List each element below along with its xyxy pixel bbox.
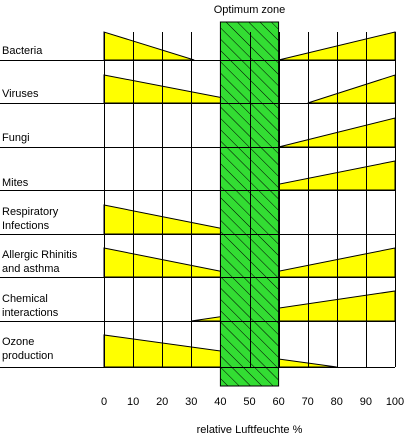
x-tick-label-90: 90 — [360, 396, 372, 408]
row-label-6-0: Chemical — [2, 293, 48, 305]
row-label-5-1: and asthma — [2, 263, 60, 275]
wedge-row-2-0 — [278, 117, 396, 148]
wedge-row-1-1 — [307, 74, 396, 104]
x-tick-label-50: 50 — [243, 396, 255, 408]
optimum-zone-hatch — [219, 21, 280, 387]
wedge-row-0-0 — [103, 31, 195, 61]
row-label-4-0: Respiratory — [2, 206, 59, 218]
row-label-2-0: Fungi — [2, 132, 30, 144]
row-label-0-0: Bacteria — [2, 45, 43, 57]
row-label-4-1: Infections — [2, 220, 50, 232]
x-axis-label: relative Luftfeuchte % — [197, 424, 303, 436]
row-label-7-0: Ozone — [2, 336, 34, 348]
x-tick-label-80: 80 — [331, 396, 343, 408]
x-tick-label-40: 40 — [214, 396, 226, 408]
wedge-row-0-1 — [278, 31, 396, 61]
x-tick-label-70: 70 — [302, 396, 314, 408]
chart-title: Optimum zone — [214, 4, 286, 16]
row-label-1-0: Viruses — [2, 88, 39, 100]
optimum-zone-layer — [219, 21, 280, 387]
x-tick-label-20: 20 — [156, 396, 168, 408]
row-label-6-1: interactions — [2, 307, 59, 319]
x-tick-label-30: 30 — [185, 396, 197, 408]
row-label-3-0: Mites — [2, 177, 29, 189]
x-tick-label-100: 100 — [386, 396, 404, 408]
row-label-7-1: production — [2, 350, 53, 362]
x-tick-label-60: 60 — [272, 396, 284, 408]
x-tick-label-10: 10 — [127, 396, 139, 408]
x-tick-label-0: 0 — [101, 396, 107, 408]
grid-layer — [0, 32, 396, 368]
row-label-5-0: Allergic Rhinitis — [2, 249, 78, 261]
text-layer: Optimum zone relative Luftfeuchte % Bact… — [2, 4, 404, 436]
